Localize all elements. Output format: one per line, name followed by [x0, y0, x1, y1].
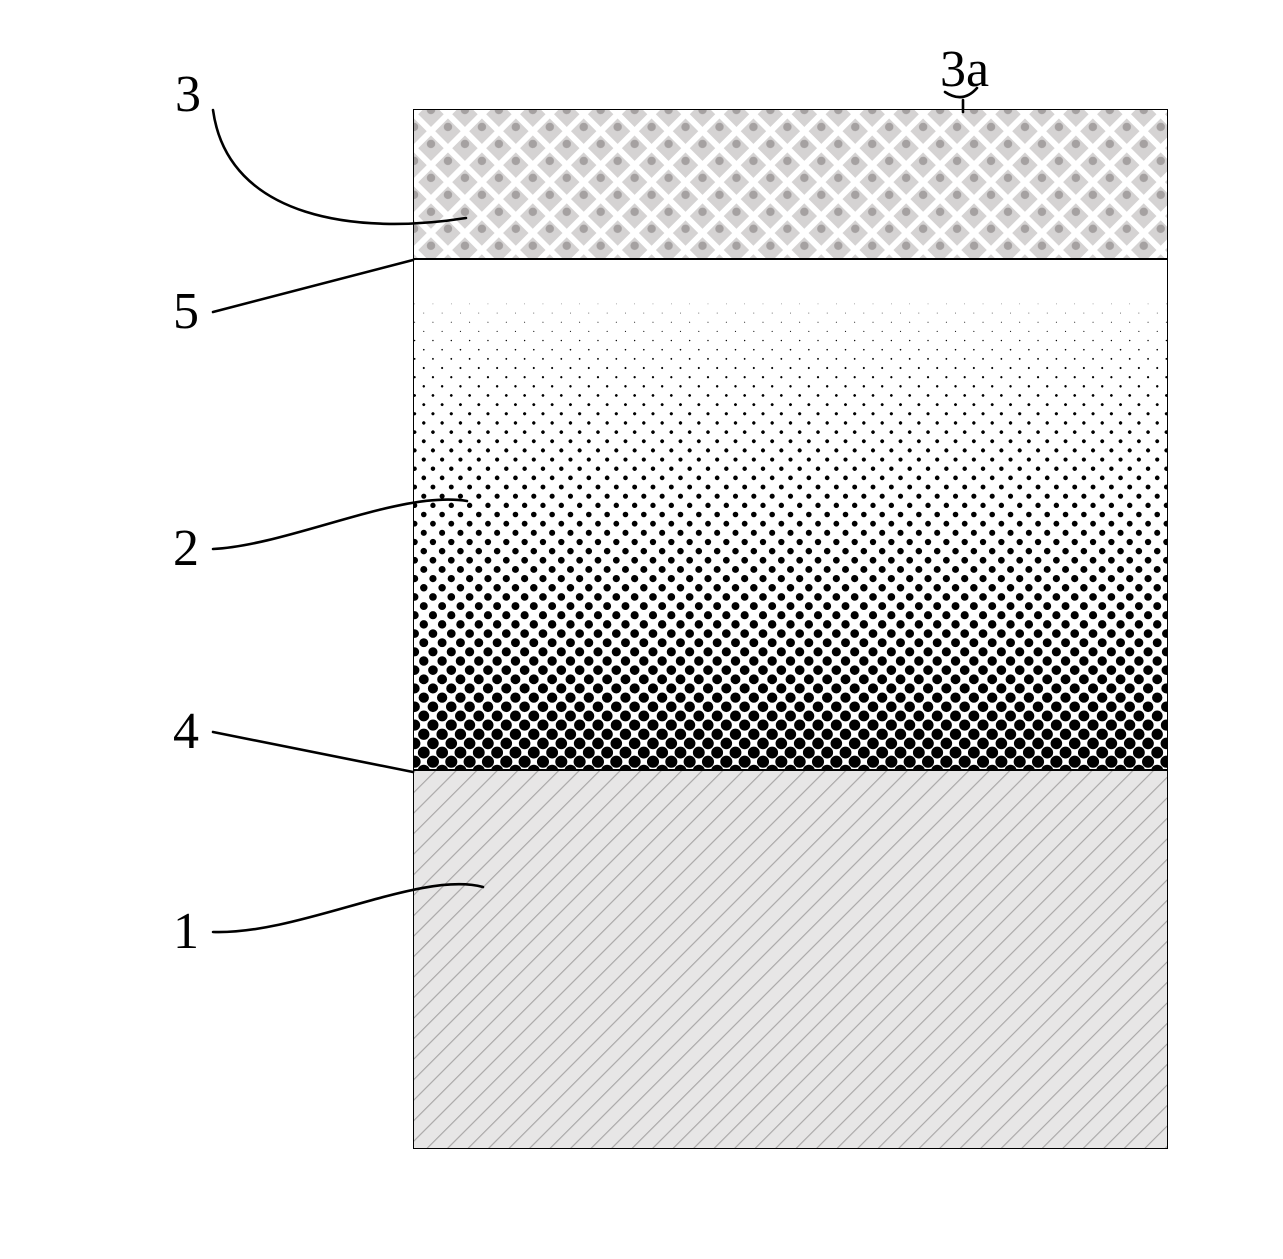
- label-2: 2: [173, 519, 199, 578]
- label-3a: 3a: [940, 40, 989, 99]
- label-1: 1: [173, 902, 199, 961]
- leader-lines: [0, 0, 1283, 1259]
- label-5: 5: [173, 282, 199, 341]
- label-3: 3: [175, 65, 201, 124]
- label-4: 4: [173, 702, 199, 761]
- diagram-stage: { "canvas": { "width": 1283, "height": 1…: [0, 0, 1283, 1259]
